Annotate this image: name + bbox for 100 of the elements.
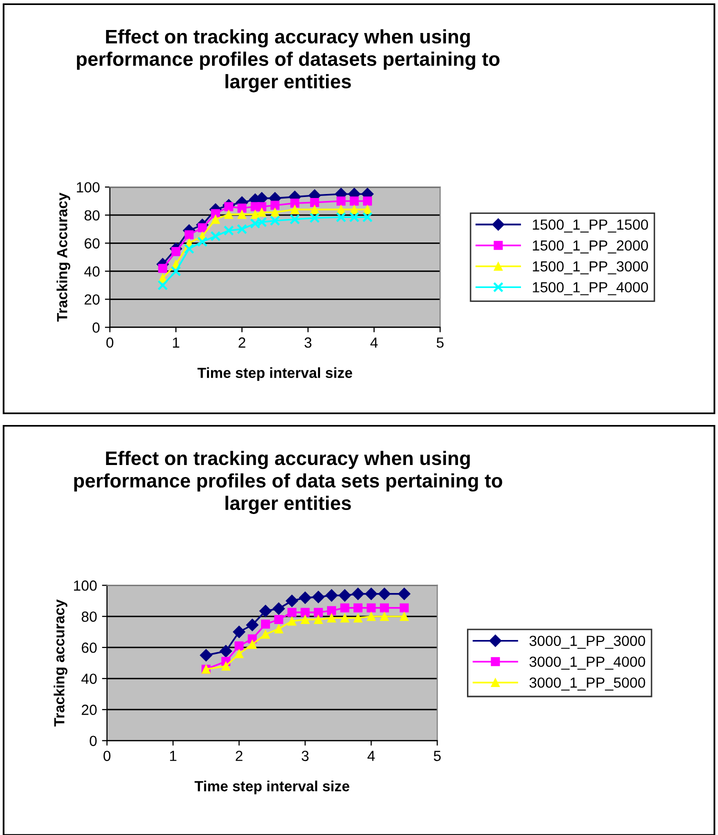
point [221,662,230,671]
point [400,603,409,612]
point [198,223,207,232]
x-tick-label: 3 [304,337,312,348]
x-tick-label: 2 [238,337,246,348]
point [378,588,391,600]
point [261,630,270,639]
point [234,649,244,658]
legend-label: 1500_1_PP_3000 [532,261,648,274]
point [362,204,372,214]
point [290,204,300,214]
point [287,616,296,626]
point [366,612,376,621]
point [400,612,409,621]
legend-label: 1500_1_PP_1500 [532,219,648,233]
y-tick-label: 100 [74,580,97,591]
legend-label: 3000_1_PP_3000 [529,636,646,649]
point [314,608,323,617]
point [364,588,378,600]
y-tick-label: 60 [82,642,97,653]
y-tick-label: 20 [84,294,100,305]
point [336,204,346,214]
point [270,208,280,217]
point [184,230,194,240]
point [398,588,410,600]
point [287,608,296,617]
x-tick-label: 5 [434,750,441,762]
point [224,210,234,219]
y-axis-title: Tracking accuracy [54,599,68,726]
point [380,603,389,612]
point [234,641,244,650]
x-axis-title: Time step interval size [194,780,350,794]
point [170,266,182,276]
point [259,604,272,618]
y-tick-label: 40 [84,266,100,277]
point [327,606,336,616]
chart-title: Effect on tracking accuracy when using performance profiles of datasets pertaining to larger entities [76,29,500,92]
point [184,244,194,254]
point [336,196,346,206]
point [272,602,285,615]
point [298,592,312,604]
point [257,208,266,217]
y-tick-label: 40 [81,674,97,684]
point [224,225,234,236]
y-tick-label: 20 [82,704,97,716]
point [210,230,221,242]
point [352,588,364,600]
y-tick-label: 80 [84,210,100,221]
point [310,198,320,207]
point [220,644,232,658]
point [261,620,270,629]
point [290,198,300,208]
x-tick-label: 1 [170,750,176,761]
point [270,200,280,210]
y-axis-title: Tracking Accuracy [56,192,70,322]
y-tick-label: 0 [92,322,100,333]
point [380,612,389,621]
point [248,640,257,649]
point [309,212,320,224]
point [158,264,168,273]
point [257,202,266,212]
chart-title: Effect on tracking accuracy when using performance profiles of data sets pertaining to larger entities [74,450,502,514]
y-tick-label: 80 [82,612,97,622]
point [310,204,320,214]
point [353,603,363,612]
point [246,618,259,632]
point [325,589,338,602]
point [362,196,372,206]
legend-label: 1500_1_PP_4000 [532,282,648,296]
legend-label: 3000_1_PP_5000 [529,677,646,691]
point [270,215,280,226]
legend-label: 3000_1_PP_4000 [529,656,646,670]
point [350,196,359,206]
point [340,603,350,612]
x-tick-label: 4 [370,338,378,348]
point [200,648,212,662]
point [237,210,246,219]
point [224,202,234,212]
point [274,614,284,624]
point [290,214,300,225]
x-tick-label: 1 [172,338,180,348]
point [274,624,284,634]
y-tick-label: 100 [76,182,100,192]
point [197,236,208,247]
point [349,212,360,222]
y-tick-label: 0 [90,736,97,746]
point [300,608,310,617]
legend-label: 1500_1_PP_2000 [532,240,648,254]
point [362,212,373,222]
point [336,212,346,222]
point [340,613,350,622]
x-axis-title: Time step interval size [197,367,352,381]
point [366,603,376,612]
y-tick-label: 60 [84,238,100,249]
point [250,210,260,219]
x-tick-label: 2 [236,750,242,761]
x-tick-label: 3 [302,750,309,762]
x-tick-label: 4 [367,750,375,761]
point [327,613,336,622]
point [353,613,363,622]
